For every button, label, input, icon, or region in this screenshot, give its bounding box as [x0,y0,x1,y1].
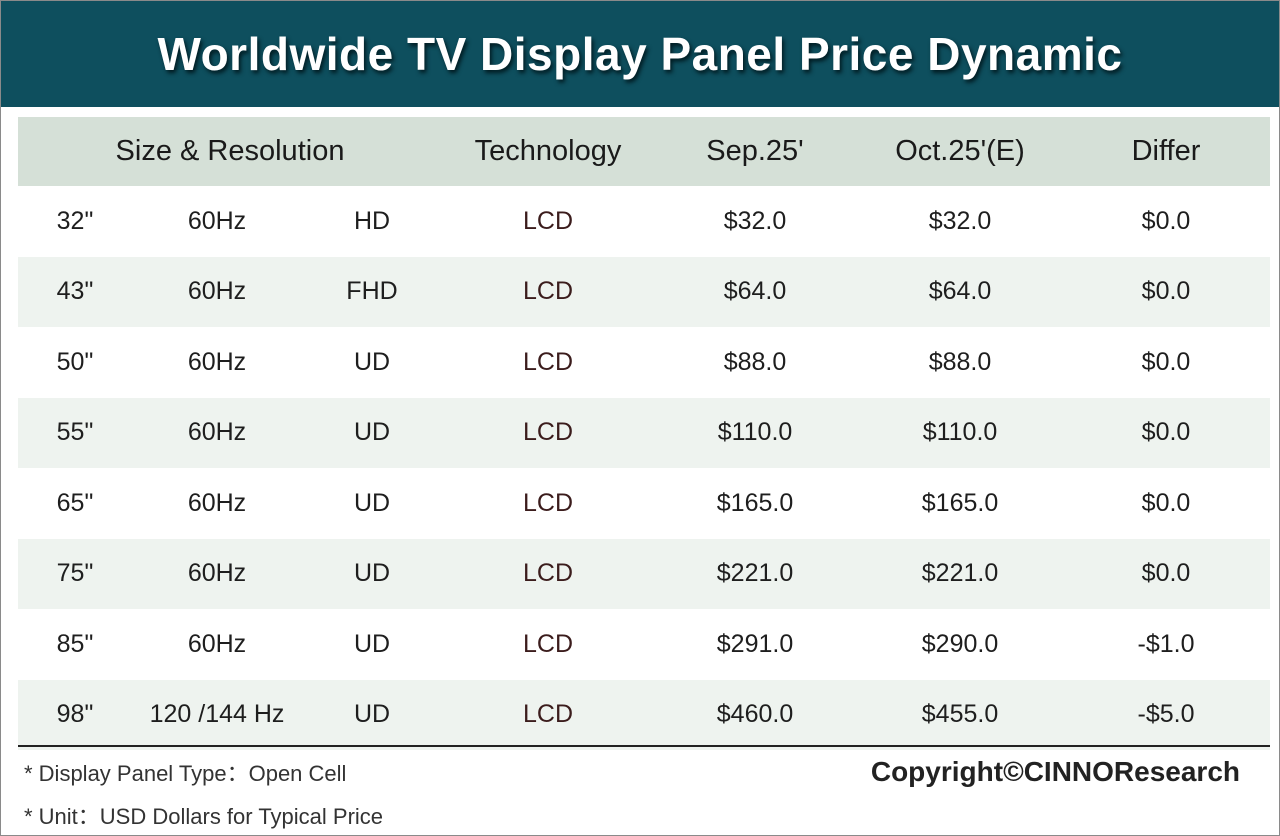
cell-differ: $0.0 [1141,277,1191,306]
cell-sep: $460.0 [716,700,794,729]
cell-technology: LCD [522,418,574,447]
table-bottom-rule [18,745,1270,747]
cell-differ: -$1.0 [1137,629,1195,658]
cell-size: 98" [56,700,94,729]
footnote-panel-type: * Display Panel Type：Open Cell [24,761,347,786]
cell-technology: LCD [522,559,574,588]
cell-refresh: 60Hz [187,488,247,517]
cell-differ: -$5.0 [1137,700,1195,729]
page-title: Worldwide TV Display Panel Price Dynamic [157,28,1123,80]
cell-technology: LCD [522,347,574,376]
cell-differ: $0.0 [1141,488,1191,517]
cell-size: 65" [56,488,94,517]
cell-differ: $0.0 [1141,559,1191,588]
cell-differ: $0.0 [1141,418,1191,447]
cell-resolution: UD [353,700,391,729]
cell-size: 85" [56,629,94,658]
cell-oct: $165.0 [921,488,999,517]
header-technology: Technology [474,135,622,167]
table-row: 55" 60Hz UD LCD $110.0 $110.0 $0.0 [18,397,1270,468]
header-size-resolution: Size & Resolution [115,135,345,167]
cell-sep: $64.0 [723,277,787,306]
copyright: Copyright©CINNOResearch [870,756,1240,787]
table-row: 65" 60Hz UD LCD $165.0 $165.0 $0.0 [18,468,1270,539]
cell-sep: $110.0 [717,418,793,447]
cell-oct: $455.0 [921,700,999,729]
cell-size: 43" [56,277,94,306]
cell-sep: $32.0 [723,206,787,235]
table-row: 50" 60Hz UD LCD $88.0 $88.0 $0.0 [18,327,1270,398]
table-row: 98" 120 /144 Hz UD LCD $460.0 $455.0 -$5.0 [18,679,1270,750]
cell-size: 50" [56,347,94,376]
cell-size: 32" [56,206,94,235]
table-row: 43" 60Hz FHD LCD $64.0 $64.0 $0.0 [18,256,1270,327]
title-banner: Worldwide TV Display Panel Price Dynamic [1,1,1279,107]
cell-technology: LCD [522,488,574,517]
cell-size: 75" [56,559,94,588]
table-header-row: Size & Resolution Technology Sep.25' Oct… [18,117,1270,186]
cell-refresh: 60Hz [187,418,247,447]
cell-technology: LCD [522,700,574,729]
cell-resolution: UD [353,488,391,517]
cell-technology: LCD [522,629,574,658]
cell-technology: LCD [522,277,574,306]
cell-differ: $0.0 [1141,347,1191,376]
cell-refresh: 60Hz [187,629,247,658]
cell-resolution: FHD [346,277,398,306]
cell-refresh: 60Hz [187,277,247,306]
cell-refresh: 60Hz [187,559,247,588]
cell-oct: $110.0 [922,418,998,447]
cell-sep: $221.0 [716,559,794,588]
footnote-unit: * Unit：USD Dollars for Typical Price [24,804,384,829]
cell-size: 55" [56,418,94,447]
header-differ: Differ [1131,135,1201,167]
cell-resolution: UD [353,418,391,447]
cell-resolution: UD [353,559,391,588]
cell-oct: $221.0 [921,559,999,588]
cell-sep: $165.0 [716,488,794,517]
cell-oct: $290.0 [921,629,999,658]
header-oct: Oct.25'(E) [895,135,1025,167]
cell-technology: LCD [522,206,574,235]
header-sep: Sep.25' [706,135,804,167]
cell-refresh: 120 /144 Hz [149,700,285,729]
cell-oct: $32.0 [928,206,992,235]
cell-refresh: 60Hz [187,347,247,376]
cell-sep: $88.0 [723,347,787,376]
cell-oct: $64.0 [928,277,992,306]
table-row: 85" 60Hz UD LCD $291.0 $290.0 -$1.0 [18,609,1270,680]
cell-differ: $0.0 [1141,206,1191,235]
cell-resolution: UD [353,629,391,658]
price-table: Size & Resolution Technology Sep.25' Oct… [18,117,1270,750]
table-row: 75" 60Hz UD LCD $221.0 $221.0 $0.0 [18,538,1270,609]
table-row: 32" 60Hz HD LCD $32.0 $32.0 $0.0 [18,186,1270,257]
cell-refresh: 60Hz [187,206,247,235]
cell-resolution: HD [353,206,391,235]
cell-resolution: UD [353,347,391,376]
cell-sep: $291.0 [716,629,794,658]
cell-oct: $88.0 [928,347,992,376]
